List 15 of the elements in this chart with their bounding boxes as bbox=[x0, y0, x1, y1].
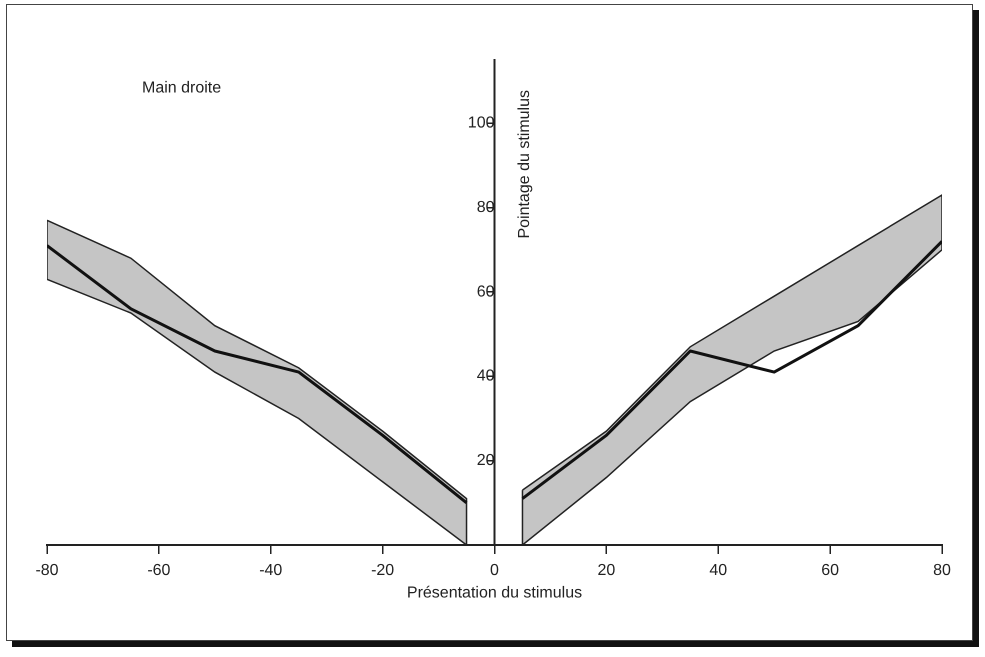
y-tick-label: 80 bbox=[476, 199, 495, 216]
x-tick-label: -40 bbox=[259, 562, 282, 580]
x-tick-label: 20 bbox=[597, 562, 616, 580]
x-axis-title: Présentation du stimulus bbox=[406, 584, 582, 602]
x-tick-label: -60 bbox=[147, 562, 171, 580]
x-tick-label: 40 bbox=[709, 562, 728, 580]
y-tick-label: 60 bbox=[476, 283, 495, 300]
x-tick-label: -20 bbox=[371, 562, 394, 580]
x-tick-label: 80 bbox=[933, 562, 951, 580]
x-tick-label: 0 bbox=[490, 562, 500, 580]
x-tick-label: -80 bbox=[35, 562, 59, 580]
annotation: Main droite bbox=[142, 79, 222, 96]
y-tick-label: 100 bbox=[468, 114, 495, 132]
y-axis-title: Pointage du stimulus bbox=[516, 90, 533, 239]
x-tick-label: 60 bbox=[821, 562, 840, 580]
